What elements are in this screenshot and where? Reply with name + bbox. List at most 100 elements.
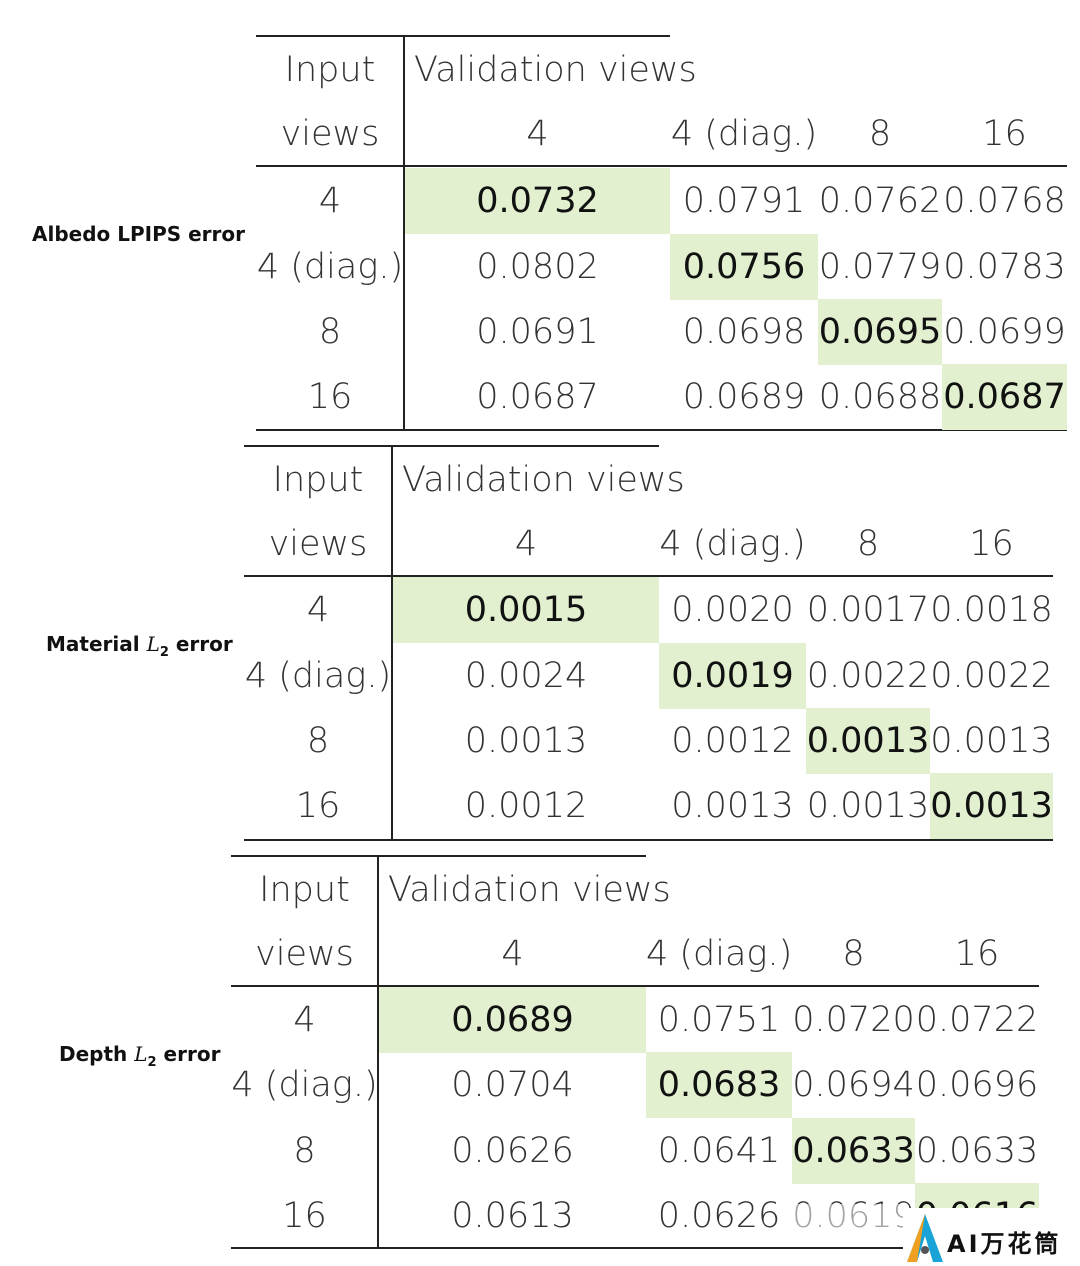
table-cell: 0.0020 (671, 590, 794, 630)
table-cell: 0.0694 (792, 1065, 915, 1105)
row-input: 4 (318, 181, 342, 221)
table-cell: 0.0704 (451, 1065, 574, 1105)
table-cell: 0.0762 (818, 181, 942, 221)
table-cell-diagonal: 0.0756 (670, 234, 818, 300)
input-header-line2: views (255, 934, 354, 974)
row-input: 16 (295, 786, 341, 826)
table-cell: 0.0013 (806, 786, 930, 826)
table-cell: 0.0751 (657, 1000, 781, 1040)
validation-header: Validation views (414, 50, 697, 90)
col-header: 8 (856, 524, 880, 564)
table-cell: 0.0689 (682, 377, 806, 417)
row-input: 16 (307, 377, 353, 417)
validation-header: Validation views (402, 460, 685, 500)
table-cell: 0.0012 (671, 721, 794, 761)
table-cell: 0.0641 (657, 1131, 781, 1171)
bottom-rule (256, 429, 1067, 431)
bottom-rule (231, 1247, 1039, 1249)
col-header: 8 (868, 114, 892, 154)
col-header: 4 (diag.) (646, 934, 793, 974)
col-header: 4 (diag.) (659, 524, 806, 564)
table-cell-diagonal: 0.0013 (806, 708, 930, 774)
table-cell: 0.0012 (464, 786, 588, 826)
col-header: 16 (954, 934, 1000, 974)
table-cell-diagonal: 0.0015 (393, 577, 659, 643)
header-rule (231, 985, 1039, 987)
row-input: 4 (diag.) (231, 1065, 378, 1105)
input-header-line1: Input (272, 460, 364, 500)
table-cell: 0.0720 (792, 1000, 915, 1040)
table-cell: 0.0024 (464, 656, 588, 696)
albedo-table: Albedo LPIPS error Input views Validatio… (0, 0, 1080, 431)
row-input: 4 (306, 590, 330, 630)
table-cell: 0.0722 (915, 1000, 1039, 1040)
table-cell-diagonal: 0.0732 (405, 168, 670, 234)
table-cell-diagonal: 0.0683 (646, 1052, 792, 1118)
input-header-line1: Input (259, 870, 350, 910)
input-header-line2: views (280, 114, 380, 154)
top-rule (244, 445, 659, 447)
row-input: 4 (293, 1000, 316, 1040)
table-cell: 0.0018 (930, 590, 1053, 630)
table-cell-diagonal: 0.0687 (942, 364, 1067, 430)
watermark-logo-icon (907, 1214, 943, 1262)
table-cell: 0.0633 (915, 1131, 1039, 1171)
validation-header: Validation views (388, 870, 671, 910)
col-header: 4 (514, 524, 538, 564)
col-header: 4 (526, 114, 549, 154)
depth-table-label: Depth L2 error (59, 1042, 221, 1070)
table-cell: 0.0017 (806, 590, 930, 630)
input-header-line2: views (268, 524, 368, 564)
table-cell-diagonal: 0.0013 (930, 773, 1053, 839)
table-cell: 0.0022 (930, 656, 1053, 696)
row-input: 8 (293, 1131, 316, 1171)
bottom-rule (244, 839, 1053, 841)
top-rule (256, 35, 670, 37)
column-divider (403, 35, 405, 431)
input-header-line1: Input (284, 50, 376, 90)
col-header: 8 (842, 934, 865, 974)
col-header: 4 (501, 934, 524, 974)
watermark-text: AI万花筒 (947, 1230, 1062, 1258)
table-cell-diagonal: 0.0689 (379, 987, 646, 1053)
table-cell: 0.0783 (943, 247, 1066, 287)
header-rule (256, 165, 1067, 167)
column-divider (377, 855, 379, 1249)
table-cell: 0.0696 (915, 1065, 1039, 1105)
table-cell: 0.0691 (476, 312, 599, 352)
watermark-fade (786, 1204, 906, 1244)
top-rule (231, 855, 646, 857)
watermark: AI万花筒 (903, 1208, 1080, 1266)
table-cell-diagonal: 0.0019 (659, 643, 806, 709)
table-cell: 0.0802 (476, 247, 599, 287)
table-cell: 0.0791 (682, 181, 806, 221)
material-table: Material L2 error Input views Validation… (0, 0, 1080, 841)
column-divider (391, 445, 393, 841)
table-cell-diagonal: 0.0695 (818, 299, 942, 365)
col-header: 16 (982, 114, 1027, 154)
albedo-table-label: Albedo LPIPS error (32, 222, 245, 246)
row-input: 8 (318, 312, 342, 352)
table-cell: 0.0613 (451, 1196, 574, 1236)
row-input: 4 (diag.) (256, 247, 404, 287)
col-header: 16 (969, 524, 1014, 564)
table-cell: 0.0699 (943, 312, 1066, 352)
row-input: 4 (diag.) (244, 656, 392, 696)
col-header: 4 (diag.) (670, 114, 818, 154)
table-cell: 0.0687 (476, 377, 599, 417)
table-cell: 0.0013 (464, 721, 588, 761)
table-cell: 0.0779 (818, 247, 942, 287)
table-cell: 0.0013 (671, 786, 794, 826)
table-cell: 0.0013 (930, 721, 1053, 761)
row-input: 8 (306, 721, 330, 761)
table-cell: 0.0626 (451, 1131, 574, 1171)
table-cell-diagonal: 0.0633 (792, 1118, 915, 1184)
header-rule (244, 575, 1053, 577)
table-cell: 0.0022 (806, 656, 930, 696)
table-cell: 0.0688 (818, 377, 942, 417)
row-input: 16 (282, 1196, 327, 1236)
table-cell: 0.0626 (657, 1196, 781, 1236)
material-table-label: Material L2 error (46, 632, 233, 660)
table-cell: 0.0768 (943, 181, 1066, 221)
